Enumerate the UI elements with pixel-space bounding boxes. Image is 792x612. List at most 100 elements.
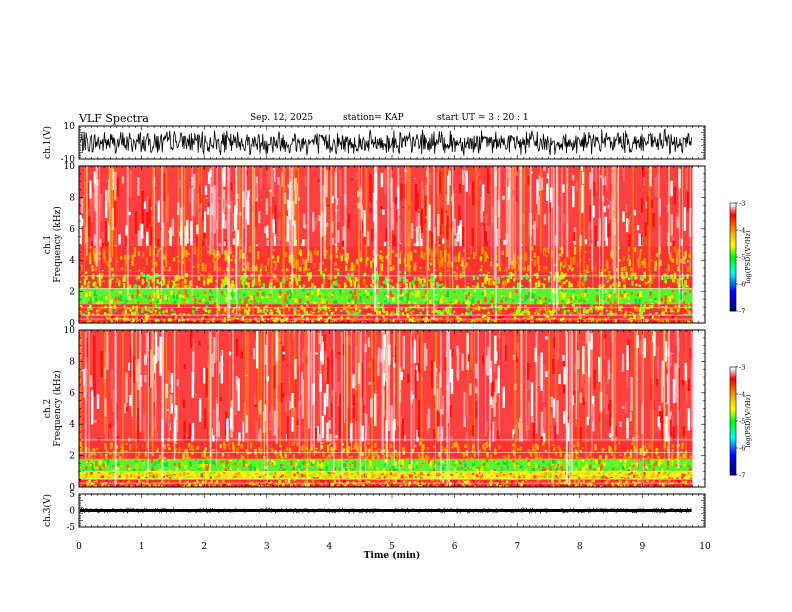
- band-cell: [575, 306, 579, 311]
- waveform-trace: [79, 128, 692, 156]
- band-cell: [418, 480, 422, 483]
- band-cell: [311, 476, 314, 478]
- band-cell: [497, 473, 500, 475]
- band-cell: [517, 309, 520, 313]
- band-cell: [138, 285, 141, 289]
- band-cell: [453, 310, 456, 313]
- band-cell: [399, 288, 403, 295]
- band-cell: [89, 304, 92, 309]
- band-cell: [150, 260, 154, 263]
- band-cell: [363, 303, 366, 305]
- band-cell: [601, 461, 604, 467]
- band-cell: [160, 480, 163, 484]
- band-cell: [383, 468, 386, 472]
- band-cell: [97, 460, 101, 465]
- band-cell: [186, 284, 190, 289]
- band-cell: [213, 471, 216, 474]
- band-cell: [530, 259, 533, 261]
- band-cell: [154, 315, 157, 317]
- band-cell: [86, 269, 89, 272]
- band-cell: [88, 216, 91, 237]
- colorbar-segment: [730, 215, 736, 218]
- band-cell: [457, 253, 461, 259]
- band-cell: [213, 185, 216, 214]
- band-cell: [186, 463, 189, 467]
- band-cell: [330, 483, 333, 487]
- band-cell: [498, 467, 502, 470]
- band-cell: [245, 302, 248, 305]
- band-cell: [583, 307, 586, 313]
- band-cell: [142, 296, 145, 299]
- band-cell: [128, 292, 131, 295]
- band-cell: [502, 280, 505, 285]
- band-cell: [576, 293, 580, 300]
- band-cell: [261, 475, 264, 478]
- band-cell: [562, 311, 565, 314]
- band-cell: [527, 303, 530, 305]
- band-cell: [85, 320, 88, 323]
- band-cell: [575, 463, 578, 466]
- band-cell: [635, 277, 639, 279]
- band-cell: [169, 319, 173, 322]
- band-cell: [527, 462, 531, 466]
- band-cell: [142, 462, 145, 466]
- band-cell: [126, 302, 129, 305]
- band-cell: [217, 471, 221, 475]
- band-cell: [180, 463, 183, 468]
- band-cell: [592, 479, 595, 483]
- band-cell: [80, 455, 83, 459]
- band-cell: [354, 483, 358, 486]
- band-cell: [589, 472, 592, 475]
- band-cell: [599, 175, 602, 179]
- band-cell: [207, 309, 211, 314]
- band-cell: [136, 464, 139, 471]
- band-cell: [380, 286, 384, 289]
- band-cell: [533, 259, 536, 266]
- band-cell: [242, 316, 245, 318]
- band-cell: [659, 459, 662, 465]
- band-cell: [95, 467, 99, 469]
- band-cell: [90, 308, 93, 311]
- band-cell: [82, 469, 85, 472]
- band-cell: [398, 254, 402, 264]
- band-cell: [602, 471, 606, 476]
- band-cell: [491, 316, 494, 320]
- band-cell: [253, 320, 256, 322]
- band-cell: [399, 250, 403, 255]
- band-cell: [324, 474, 327, 478]
- y-tick-label: 2: [69, 288, 75, 298]
- band-cell: [376, 468, 379, 472]
- band-cell: [203, 211, 207, 233]
- band-cell: [160, 484, 163, 487]
- band-cell: [667, 479, 671, 482]
- band-cell: [414, 243, 417, 247]
- spectrogram-striation: [296, 166, 298, 316]
- band-cell: [529, 452, 533, 457]
- band-cell: [293, 321, 296, 323]
- band-cell: [473, 484, 476, 487]
- band-cell: [239, 461, 242, 463]
- band-cell: [324, 308, 328, 314]
- band-cell: [544, 472, 547, 476]
- band-cell: [378, 310, 382, 315]
- band-cell: [611, 483, 615, 487]
- band-cell: [221, 290, 224, 295]
- band-cell: [402, 475, 405, 479]
- band-cell: [301, 258, 304, 265]
- band-cell: [433, 479, 436, 481]
- band-cell: [249, 291, 253, 297]
- band-cell: [148, 295, 151, 300]
- band-cell: [584, 287, 587, 289]
- band-cell: [334, 299, 338, 305]
- band-cell: [123, 303, 127, 305]
- colorbar-segment: [730, 269, 736, 272]
- band-cell: [293, 293, 296, 295]
- band-cell: [276, 302, 279, 304]
- band-cell: [214, 302, 217, 305]
- band-cell: [318, 215, 321, 222]
- band-cell: [490, 262, 493, 268]
- band-cell: [144, 305, 147, 311]
- band-cell: [408, 300, 411, 305]
- band-cell: [286, 320, 289, 322]
- band-cell: [584, 239, 588, 245]
